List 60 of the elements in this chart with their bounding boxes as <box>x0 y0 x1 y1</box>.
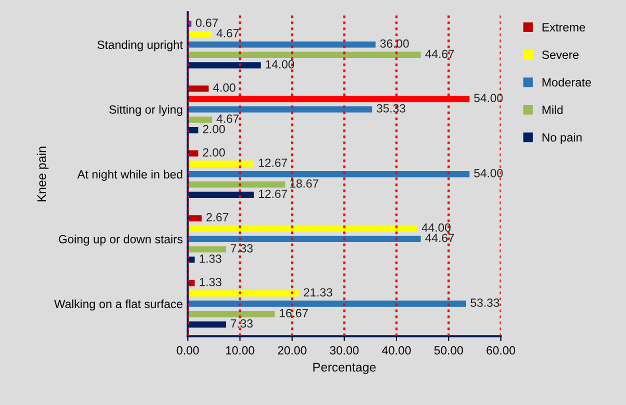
x-tick-label: 20.00 <box>278 346 306 355</box>
data-label: 44.67 <box>425 50 454 58</box>
bar <box>188 246 226 252</box>
bar <box>188 215 202 222</box>
legend-label: Extreme <box>542 23 586 32</box>
data-label: 1.33 <box>200 254 222 263</box>
bar <box>188 31 212 38</box>
data-label: 12.67 <box>258 158 288 167</box>
x-tick-label: 0.00 <box>176 346 199 355</box>
bar <box>188 106 372 112</box>
x-axis-title: Percentage <box>313 362 376 374</box>
x-tick-label: 60.00 <box>486 346 516 355</box>
bar <box>188 225 418 232</box>
bar <box>188 171 470 178</box>
y-tick-label: Walking on a flat surface <box>54 299 182 310</box>
data-label: 44.00 <box>422 223 451 232</box>
bar <box>188 86 209 92</box>
bar <box>188 181 286 188</box>
data-label: 16.67 <box>280 308 308 318</box>
y-axis-title: Knee pain <box>36 146 49 202</box>
y-tick-label: Standing upright <box>98 40 183 52</box>
y-tick-label: Going up or down stairs <box>58 234 183 246</box>
legend-label: No pain <box>542 132 582 144</box>
data-label: 7.33 <box>230 244 253 252</box>
data-label: 0.67 <box>196 18 218 27</box>
bar <box>188 311 275 318</box>
bar <box>188 300 466 307</box>
data-label: 1.33 <box>200 278 222 286</box>
bar <box>188 290 300 296</box>
legend-label: Mild <box>542 105 563 114</box>
data-label: 21.33 <box>304 288 332 297</box>
x-tick-label: 30.00 <box>330 346 359 355</box>
legend-label: Severe <box>542 50 579 59</box>
bar <box>188 160 254 167</box>
data-label: 53.33 <box>470 298 500 307</box>
data-label: 54.00 <box>474 94 503 102</box>
data-label: 12.67 <box>258 190 288 198</box>
y-tick-label: Sitting or lying <box>109 105 182 116</box>
data-label: 2.67 <box>206 213 228 222</box>
data-label: 14.00 <box>266 60 294 68</box>
data-label: 18.67 <box>290 179 318 188</box>
bar <box>188 236 421 242</box>
data-label: 36.00 <box>380 39 409 48</box>
x-tick-label: 40.00 <box>382 346 411 355</box>
data-label: 4.67 <box>216 114 239 123</box>
data-label: 4.67 <box>216 28 239 38</box>
data-label: 35.33 <box>376 104 406 113</box>
data-label: 2.00 <box>202 148 225 157</box>
y-tick-label: At night while in bed <box>77 170 182 181</box>
x-tick-label: 10.00 <box>226 346 254 355</box>
bar <box>188 116 212 123</box>
data-label: 44.67 <box>425 234 454 242</box>
bar <box>188 41 376 48</box>
data-label: 2.00 <box>202 124 225 134</box>
data-label: 54.00 <box>474 168 503 178</box>
legend-label: Moderate <box>542 78 592 87</box>
data-label: 4.00 <box>213 83 236 92</box>
data-label: 7.33 <box>230 319 253 328</box>
x-tick-label: 50.00 <box>434 346 463 355</box>
bar <box>188 52 421 58</box>
